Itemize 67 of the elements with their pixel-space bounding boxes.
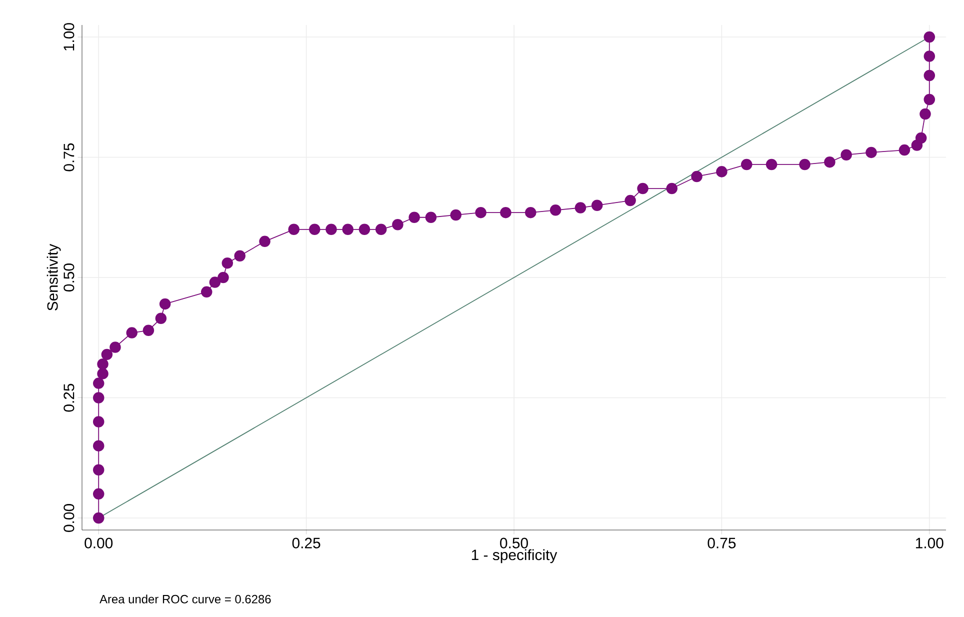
point xyxy=(924,70,936,82)
point xyxy=(222,257,234,269)
point xyxy=(155,312,167,324)
point xyxy=(110,342,121,353)
point xyxy=(342,224,354,236)
point xyxy=(920,108,931,120)
point xyxy=(591,200,603,211)
point xyxy=(898,144,910,156)
point xyxy=(450,209,462,221)
point xyxy=(425,212,437,224)
point xyxy=(740,158,752,170)
point xyxy=(375,224,387,236)
y-tick-label: 0.50 xyxy=(64,264,74,292)
point xyxy=(308,224,320,236)
point xyxy=(766,158,778,170)
x-tick-label: 0.50 xyxy=(500,538,528,548)
point xyxy=(574,202,586,214)
point xyxy=(408,212,420,224)
x-axis-title: 1 - specificity xyxy=(472,549,558,564)
point xyxy=(666,182,678,194)
point xyxy=(97,368,108,380)
point xyxy=(637,182,648,194)
point xyxy=(924,50,936,62)
point xyxy=(840,149,852,160)
point xyxy=(915,132,927,144)
x-tick-label: 1.00 xyxy=(916,538,944,548)
point xyxy=(691,170,702,182)
y-tick-label: 0.25 xyxy=(64,384,74,412)
point xyxy=(259,236,270,248)
point xyxy=(200,286,212,298)
point xyxy=(924,94,936,106)
point xyxy=(234,250,246,262)
point xyxy=(101,348,113,360)
point xyxy=(97,358,108,370)
x-tick-label: 0.75 xyxy=(708,538,736,548)
point xyxy=(624,194,636,206)
point xyxy=(92,392,104,404)
point xyxy=(358,224,370,236)
point xyxy=(799,158,810,170)
point xyxy=(92,464,104,476)
point xyxy=(92,488,104,500)
point xyxy=(326,224,337,236)
y-tick-label: 1.00 xyxy=(64,23,74,50)
point xyxy=(500,206,512,218)
point xyxy=(92,440,104,452)
point xyxy=(288,224,300,236)
point xyxy=(126,327,138,338)
point xyxy=(218,272,229,284)
point xyxy=(550,204,562,216)
x-tick-label: 0.25 xyxy=(292,538,320,548)
point xyxy=(92,416,104,428)
point xyxy=(824,156,836,168)
point xyxy=(924,31,936,43)
point xyxy=(92,512,104,524)
point xyxy=(475,206,486,218)
y-axis-title: Sensitivity xyxy=(46,244,61,310)
point xyxy=(209,276,221,288)
point xyxy=(524,206,536,218)
point xyxy=(92,378,104,389)
point xyxy=(392,218,404,230)
x-tick-label: 0.00 xyxy=(84,538,113,548)
point xyxy=(866,146,877,158)
y-tick-label: 0.75 xyxy=(64,143,74,172)
text: Area under ROC curve = 0.6286 xyxy=(100,594,271,604)
point xyxy=(159,298,171,310)
point xyxy=(142,324,154,336)
point xyxy=(716,166,728,178)
